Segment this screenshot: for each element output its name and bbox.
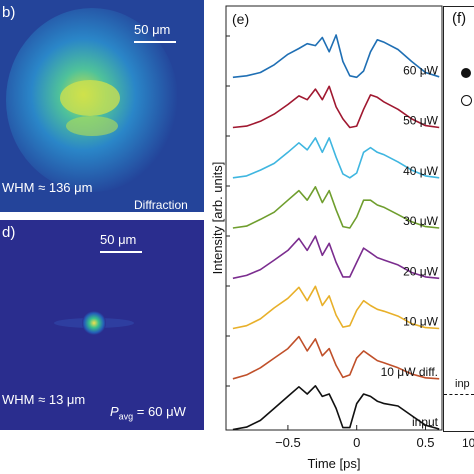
panel-f-marker-label: inp <box>455 378 470 390</box>
series-label: input <box>412 415 439 429</box>
panel-b-scale-bar-label: 50 μm <box>134 22 171 37</box>
panel-d-power-symbol: P <box>110 404 119 419</box>
focus-spot <box>82 311 106 335</box>
panel-d-power: Pavg = 60 μW <box>110 404 186 422</box>
series-label: 10 μW diff. <box>381 365 438 379</box>
series-label: 10 μW <box>403 315 439 329</box>
x-tick-label: −0.5 <box>275 435 301 450</box>
series-line <box>232 235 440 280</box>
panel-d-scale-bar <box>100 251 142 253</box>
panel-d-label: d) <box>2 224 16 241</box>
series-label: 50 μW <box>403 114 439 128</box>
panel-d-scale-bar-label: 50 μm <box>100 232 137 247</box>
panel-d-fwhm: WHM ≈ 13 μm <box>2 392 86 407</box>
series-line <box>232 335 440 380</box>
series-line <box>232 137 440 179</box>
series-label: 20 μW <box>403 264 439 278</box>
series-label: 60 μW <box>403 63 439 77</box>
x-tick-label: 0.5 <box>416 435 434 450</box>
panel-f-dashed-line <box>444 394 474 395</box>
series-line <box>232 285 440 330</box>
panel-f-label: (f) <box>452 10 467 27</box>
image-panel-d <box>0 220 204 430</box>
panel-d-power-value: = 60 μW <box>133 404 186 419</box>
series-line <box>232 34 440 79</box>
x-tick-label: 0 <box>353 435 360 450</box>
panel-e-label: (e) <box>232 11 249 27</box>
series-line <box>232 384 440 431</box>
panel-b-fwhm: WHM ≈ 136 μm <box>2 180 93 195</box>
y-axis-label: Intensity [arb. units] <box>210 162 225 275</box>
panel-f-open-marker <box>461 95 472 106</box>
panel-b-mode: Diffraction <box>134 198 188 212</box>
plot-frame <box>225 5 443 431</box>
panel-d-power-subscript: avg <box>118 411 134 422</box>
panel-f-tick-label: 10 <box>462 436 474 450</box>
panel-f-filled-marker <box>461 68 471 78</box>
series-line <box>232 186 440 229</box>
panel-b-scale-bar <box>134 41 176 43</box>
diffraction-image <box>0 0 204 212</box>
series-label: 40 μW <box>403 164 439 178</box>
image-panel-b <box>0 0 204 212</box>
diffraction-core <box>60 80 120 116</box>
x-axis-label: Time [ps] <box>308 456 361 471</box>
panel-f-frame <box>443 6 474 432</box>
focus-image <box>0 220 204 430</box>
panel-b-label: b) <box>2 4 16 21</box>
series-line <box>232 85 440 129</box>
series-label: 30 μW <box>403 214 439 228</box>
diffraction-core-lower <box>66 116 118 136</box>
